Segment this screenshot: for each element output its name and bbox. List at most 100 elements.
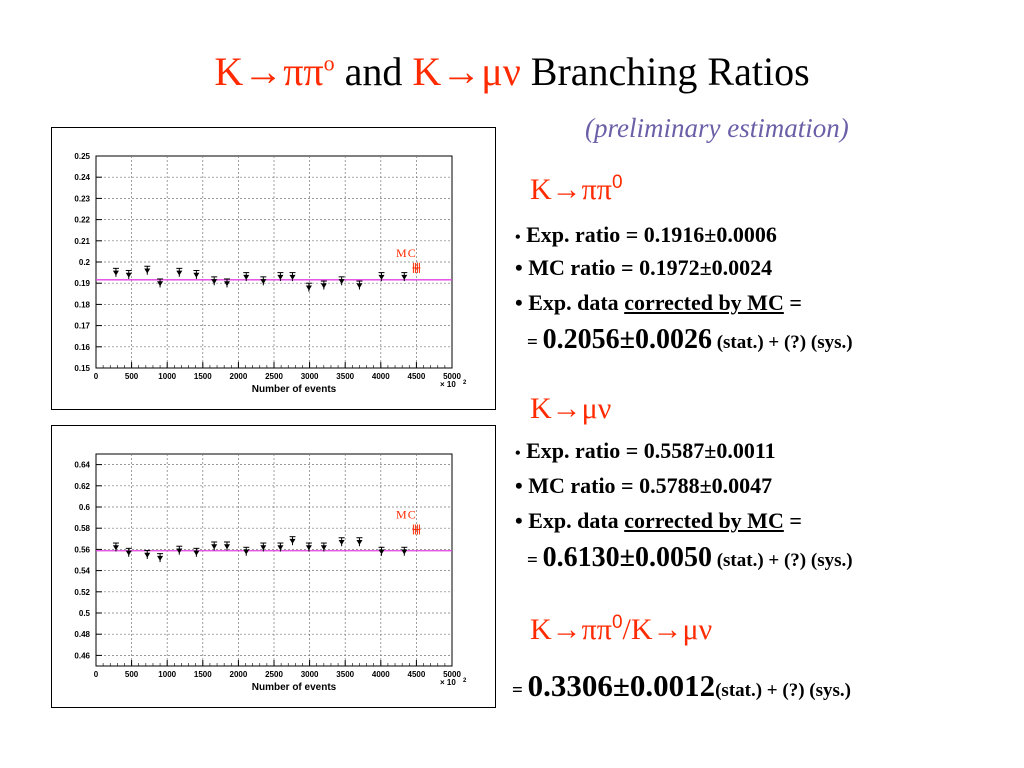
chart-panel-kpipi: 0 500 1000 1500 2000 2500 3000 3500 4000 4500 5000… (51, 127, 496, 410)
kpipi-corr-pre: Exp. data (522, 290, 625, 315)
mc-label: MC (396, 246, 417, 260)
ratio-suffix: (stat.) + (?) (sys.) (715, 680, 851, 701)
kmunu-heading: K→μν (530, 392, 612, 425)
x-axis-multiplier: × 10 (440, 678, 456, 687)
x-tick-label: 2500 (265, 670, 283, 679)
bullet: • (515, 255, 523, 280)
x-tick-label: 500 (125, 670, 139, 679)
data-point (193, 550, 200, 556)
x-tick-label: 0 (94, 372, 99, 381)
data-point (320, 545, 327, 551)
x-tick-label: 1500 (194, 670, 212, 679)
data-point (157, 555, 164, 561)
x-axis-multiplier-exp: 2 (463, 678, 467, 684)
data-point (112, 545, 119, 551)
kpipi-heading: K→ππ0 (530, 172, 623, 207)
data-point (338, 279, 345, 285)
data-point (305, 285, 312, 291)
kpipi-heading-sup: 0 (611, 172, 623, 193)
data-point (144, 268, 151, 274)
kpipi-result: = 0.2056±0.0026 (stat.) + (?) (sys.) (527, 324, 853, 356)
ratio-value: 0.3306±0.0012 (527, 668, 716, 703)
y-tick-label: 0.64 (74, 461, 90, 470)
kmunu-corr-post: = (783, 508, 802, 533)
x-tick-label: 4500 (408, 372, 426, 381)
x-tick-label: 5000 (443, 372, 461, 381)
data-point (356, 539, 363, 545)
x-tick-label: 2500 (265, 372, 283, 381)
data-point (144, 552, 151, 558)
chart-kmunu: 0 500 1000 1500 2000 2500 3000 3500 4000 4500 5000… (74, 453, 467, 693)
ratio-eq: = (512, 680, 528, 701)
y-tick-label: 0.48 (74, 630, 90, 639)
x-tick-label: 1500 (194, 372, 212, 381)
title-kpipi-sup: o (323, 50, 335, 76)
y-tick-label: 0.23 (74, 194, 90, 203)
kpipi-mc-ratio: • MC ratio = 0.1972±0.0024 (515, 255, 772, 281)
y-tick-label: 0.17 (74, 322, 90, 331)
y-tick-label: 0.19 (74, 279, 90, 288)
bullet: • (515, 508, 523, 533)
y-tick-label: 0.58 (74, 524, 90, 533)
data-point (356, 283, 363, 289)
ratio-heading-a: K→ππ (530, 613, 612, 646)
data-point (289, 538, 296, 544)
title-kmunu: K→μν (412, 49, 521, 94)
data-point (224, 281, 231, 287)
kpipi-suffix: (stat.) + (?) (sys.) (711, 332, 853, 353)
kpipi-exp-ratio-text: Exp. ratio = 0.1916±0.0006 (520, 222, 777, 247)
x-tick-label: 5000 (443, 670, 461, 679)
subtitle: (preliminary estimation) (585, 113, 849, 143)
kpipi-corrected: • Exp. data corrected by MC = (515, 290, 802, 316)
data-point (224, 544, 231, 550)
x-tick-label: 2000 (230, 372, 248, 381)
kpipi-value: 0.2056±0.0026 (542, 324, 712, 355)
y-tick-label: 0.16 (74, 343, 90, 352)
data-point (176, 270, 183, 276)
kmunu-suffix: (stat.) + (?) (sys.) (711, 550, 853, 571)
bullet: • (515, 229, 521, 246)
y-tick-label: 0.24 (74, 173, 90, 182)
y-tick-label: 0.21 (74, 237, 90, 246)
kmunu-exp-ratio: • Exp. ratio = 0.5587±0.0011 (515, 438, 776, 464)
x-tick-label: 4500 (408, 670, 426, 679)
x-tick-label: 1000 (158, 372, 176, 381)
kmunu-corrected: • Exp. data corrected by MC = (515, 508, 802, 534)
kmunu-value: 0.6130±0.0050 (542, 542, 712, 573)
kpipi-heading-text: K→ππ (530, 173, 612, 206)
data-point (211, 279, 218, 285)
bullet: • (515, 290, 523, 315)
data-point (277, 545, 284, 551)
slide-title: K→ππo and K→μν Branching Ratios (0, 48, 1024, 95)
kpipi-corr-underlined: corrected by MC (624, 290, 784, 315)
data-point (243, 549, 250, 555)
kmunu-corr-pre: Exp. data (522, 508, 625, 533)
data-point (378, 549, 385, 555)
data-point (401, 274, 408, 280)
x-tick-label: 3500 (336, 372, 354, 381)
y-tick-label: 0.22 (74, 216, 90, 225)
y-tick-label: 0.52 (74, 588, 90, 597)
kmunu-corr-underlined: corrected by MC (624, 508, 784, 533)
data-point (193, 272, 200, 278)
data-point (176, 548, 183, 554)
chart-kpipi: 0 500 1000 1500 2000 2500 3000 3500 4000 4500 5000… (74, 152, 467, 395)
bullet: • (515, 445, 521, 462)
x-tick-label: 500 (125, 372, 139, 381)
data-point (211, 544, 218, 550)
x-tick-label: 2000 (230, 670, 248, 679)
ratio-result: = 0.3306±0.0012(stat.) + (?) (sys.) (512, 668, 851, 704)
y-tick-label: 0.56 (74, 545, 90, 554)
kpipi-eq: = (527, 332, 543, 353)
chart-panel-kmunu: 0 500 1000 1500 2000 2500 3000 3500 4000 4500 5000… (51, 425, 496, 708)
y-tick-label: 0.46 (74, 651, 90, 660)
x-tick-label: 4000 (372, 372, 390, 381)
x-tick-label: 3500 (336, 670, 354, 679)
y-tick-label: 0.25 (74, 152, 90, 161)
data-point (112, 270, 119, 276)
data-point (260, 279, 267, 285)
title-kpipi: K→ππ (214, 49, 324, 94)
kpipi-corr-post: = (783, 290, 802, 315)
y-tick-label: 0.18 (74, 300, 90, 309)
y-tick-label: 0.54 (74, 567, 90, 576)
